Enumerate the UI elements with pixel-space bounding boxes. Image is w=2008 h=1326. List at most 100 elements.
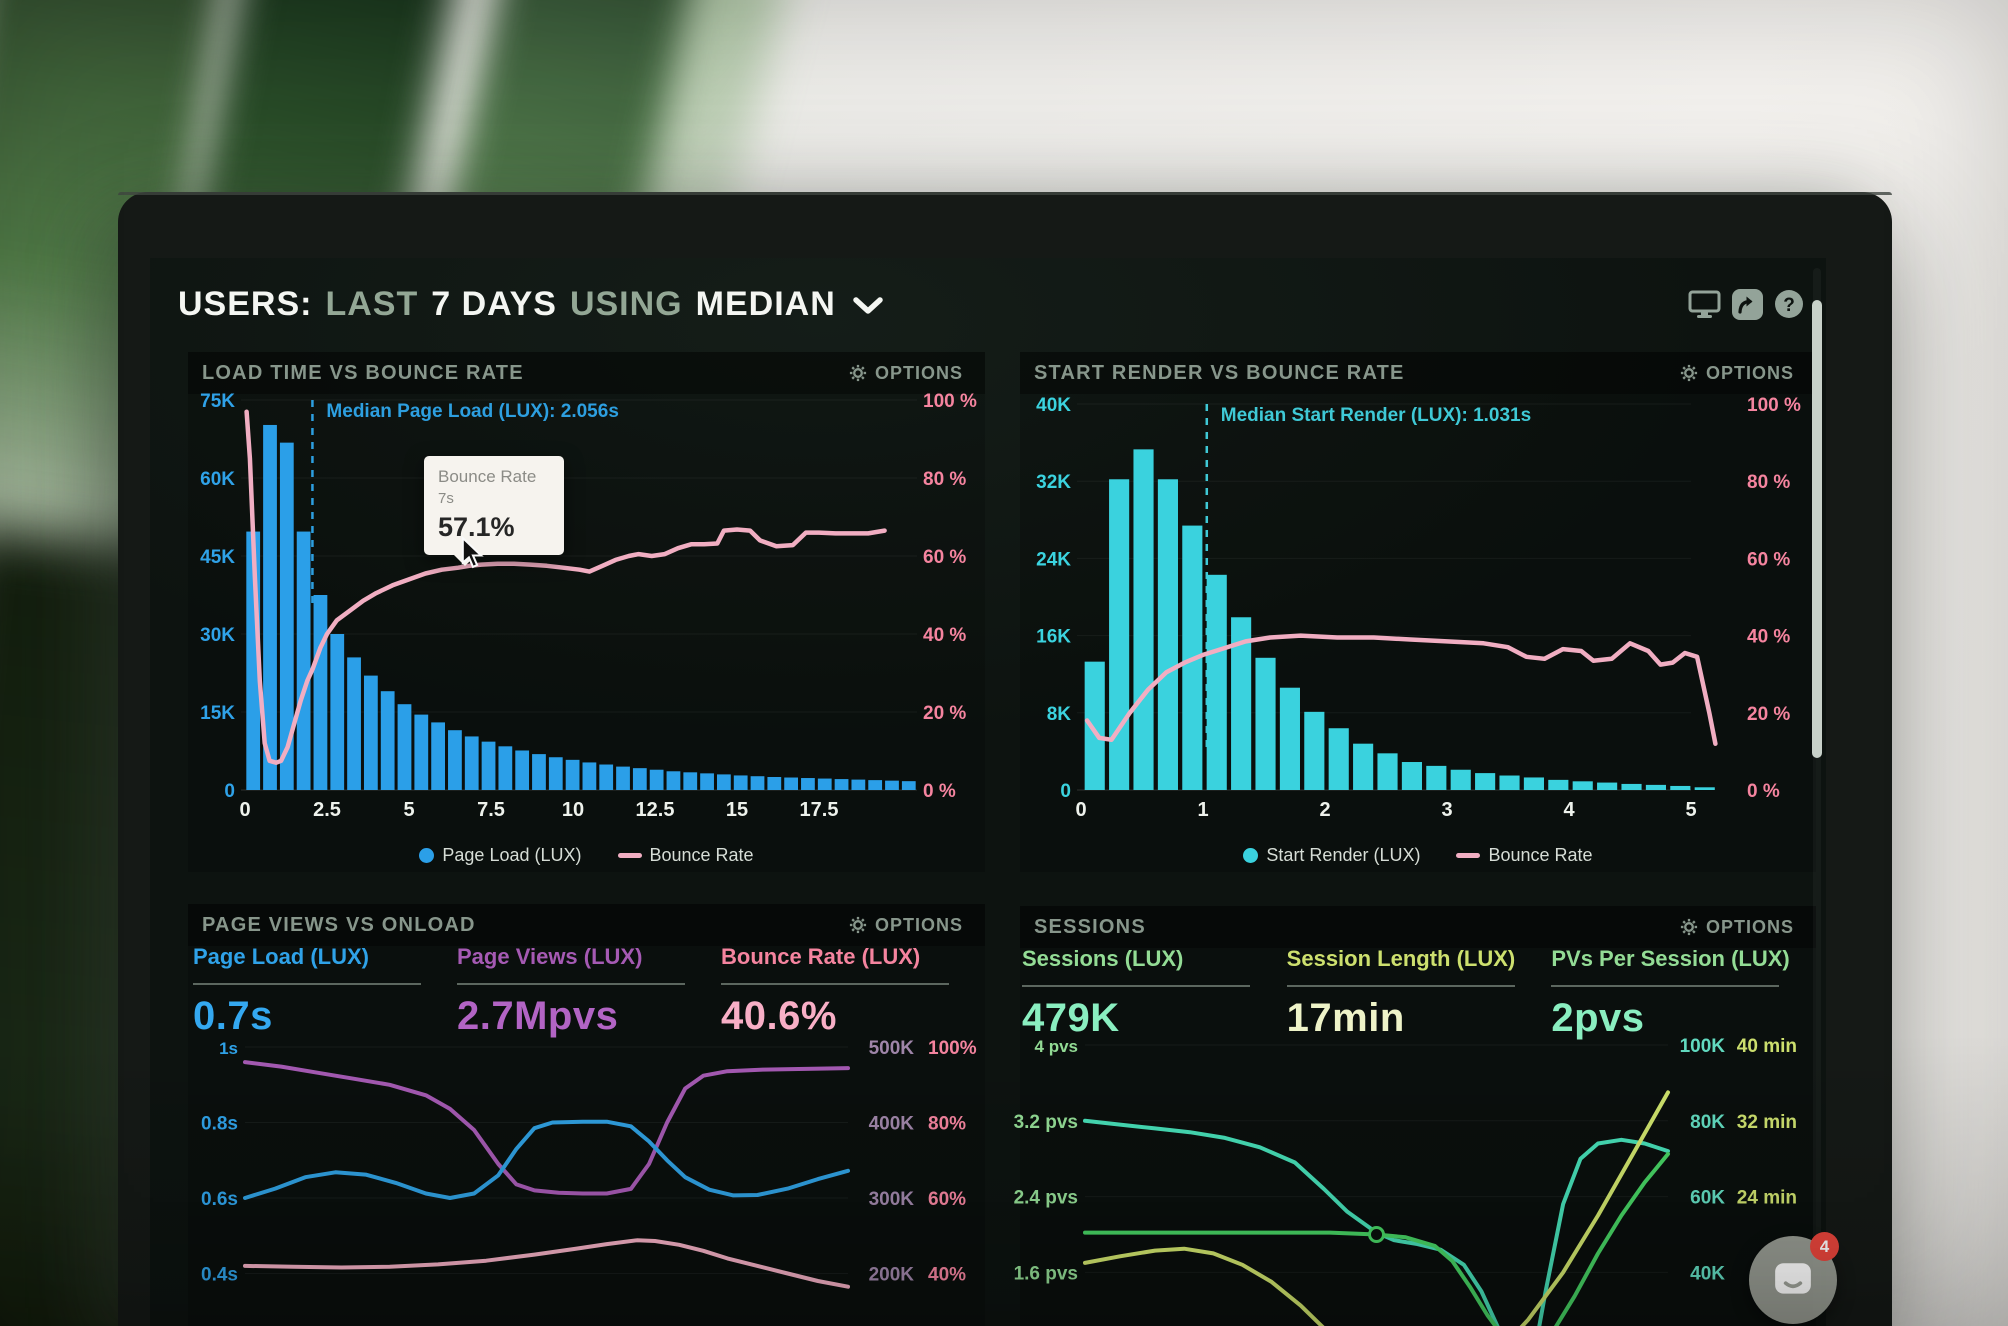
svg-text:32K: 32K [1036,472,1071,493]
options-label: OPTIONS [1705,362,1794,383]
chart-tooltip: Bounce Rate 7s 57.1% [424,456,564,566]
svg-text:0.4s: 0.4s [201,1265,238,1286]
bars[interactable] [1084,449,1715,790]
svg-text:60K: 60K [1690,1188,1725,1209]
svg-text:30K: 30K [200,625,235,646]
svg-text:400K: 400K [869,1114,915,1135]
svg-text:100 %: 100 % [1747,395,1801,416]
sessions-line[interactable] [1083,1118,1670,1326]
metric-divider [457,983,685,985]
metric-value: 2pvs [1551,996,1645,1040]
chat-bubble-icon [1775,1263,1811,1294]
app-header: USERS: LAST 7 DAYS USING MEDIAN [178,278,1812,330]
svg-text:40 %: 40 % [923,625,966,646]
metric-value: 0.7s [193,994,273,1038]
svg-text:7.5: 7.5 [477,799,505,821]
tooltip-series: Bounce Rate [438,467,537,486]
svg-text:15: 15 [726,799,748,821]
bounce-rate-line[interactable] [243,1238,850,1289]
sessions-chart[interactable]: 4 pvs 3.2 pvs 2.4 pvs 1.6 pvs 100K 40 min 80K 3… [1014,1032,1816,1326]
header-segment: MEDIAN [695,284,836,323]
page-views-chart[interactable]: 1s 0.8s 0.6s 0.4s 500K 100% 400K 80% 300K 60% 200K… [188,1032,985,1326]
svg-text:200K: 200K [869,1265,915,1286]
panel-title: SESSIONS [1034,915,1146,938]
metric-divider [1286,985,1515,987]
metric-label: Bounce Rate (LUX) [721,944,921,969]
svg-text:Median Start Render (LUX): 1.0: Median Start Render (LUX): 1.031s [1221,405,1531,426]
svg-text:80K: 80K [1690,1112,1725,1133]
header-segment: LAST [325,284,419,323]
header-segment: USING [569,284,683,323]
svg-text:8K: 8K [1047,704,1072,725]
legend-item[interactable]: Start Render (LUX) [1243,845,1420,866]
metric-label: Page Views (LUX) [457,944,643,969]
legend-item[interactable]: Page Load (LUX) [419,845,582,866]
svg-text:40 min: 40 min [1737,1036,1797,1057]
svg-text:100%: 100% [928,1038,977,1059]
svg-text:15K: 15K [200,703,235,724]
options-button[interactable]: OPTIONS [1674,916,1800,939]
panel-header: PAGE VIEWS VS ONLOAD OPTIONS [188,904,985,946]
bars[interactable] [246,424,916,790]
svg-text:100 %: 100 % [923,391,977,412]
svg-text:20 %: 20 % [923,703,966,724]
svg-text:75K: 75K [200,391,235,412]
options-label: OPTIONS [874,914,963,935]
svg-text:300K: 300K [869,1189,915,1210]
metric-label: Session Length (LUX) [1286,946,1516,971]
svg-text:80 %: 80 % [923,469,966,490]
svg-text:0: 0 [224,781,235,802]
svg-text:2.5: 2.5 [313,799,341,821]
gear-icon [1680,918,1698,936]
session-length-line[interactable] [1083,1090,1670,1326]
svg-text:1s: 1s [219,1039,238,1058]
help-icon[interactable]: ? [1774,289,1804,319]
notification-badge: 4 [1810,1232,1839,1261]
page-views-line[interactable] [243,1060,850,1196]
pvs-per-session-line[interactable] [1083,1152,1670,1326]
page-load-line[interactable] [243,1119,850,1200]
chart-legend: Page Load (LUX) Bounce Rate [188,845,985,866]
share-icon[interactable] [1732,288,1763,320]
gear-icon [849,916,867,934]
svg-text:Median Page Load (LUX): 2.056s: Median Page Load (LUX): 2.056s [326,401,618,422]
laptop: USERS: LAST 7 DAYS USING MEDIAN [118,192,1892,1326]
options-button[interactable]: OPTIONS [843,362,969,385]
monitor-icon[interactable] [1688,290,1721,318]
load-time-chart[interactable]: 75K 60K 45K 30K 15K 0 Median Page Load (LUX): … [188,391,985,830]
legend-item[interactable]: Bounce Rate [1456,845,1593,866]
svg-text:60K: 60K [200,469,235,490]
svg-text:0: 0 [1075,799,1086,821]
svg-text:17.5: 17.5 [800,799,839,821]
metric-value: 2.7Mpvs [457,994,619,1038]
panel-title: PAGE VIEWS VS ONLOAD [202,913,476,936]
options-button[interactable]: OPTIONS [1674,362,1800,385]
panel-title: START RENDER VS BOUNCE RATE [1034,361,1405,384]
panel-title: LOAD TIME VS BOUNCE RATE [202,361,524,384]
svg-text:4 pvs: 4 pvs [1035,1037,1078,1056]
tooltip-value: 57.1% [438,512,515,542]
start-render-chart[interactable]: 40K 32K 24K 16K 8K 0 Median Start Render (LUX)… [1020,395,1816,830]
options-button[interactable]: OPTIONS [843,914,969,937]
intercom-launcher[interactable]: 4 [1749,1232,1839,1324]
bounce-rate-line[interactable] [1084,633,1718,746]
svg-text:1: 1 [1197,799,1208,821]
panel-start-render-vs-bounce-rate: START RENDER VS BOUNCE RATE OPTIONS [1020,352,1816,872]
svg-text:40 %: 40 % [1747,627,1790,648]
legend-item[interactable]: Bounce Rate [617,845,754,866]
metric: PVs Per Session (LUX) 2pvs [1551,946,1816,1041]
header-segment: USERS: [178,284,313,323]
scrollbar-thumb[interactable] [1812,300,1822,758]
svg-text:20 %: 20 % [1747,704,1790,725]
panel-header: SESSIONS OPTIONS [1020,906,1816,948]
svg-text:24K: 24K [1036,549,1071,570]
chevron-down-icon [853,297,883,314]
svg-text:0 %: 0 % [1747,781,1780,802]
gear-icon [1680,364,1698,382]
panel-header: START RENDER VS BOUNCE RATE OPTIONS [1020,352,1816,394]
legend-label: Page Load (LUX) [442,845,582,865]
bounce-rate-line[interactable] [244,409,887,765]
svg-text:?: ? [1783,295,1795,316]
users-range-dropdown[interactable]: USERS: LAST 7 DAYS USING MEDIAN [178,285,883,324]
